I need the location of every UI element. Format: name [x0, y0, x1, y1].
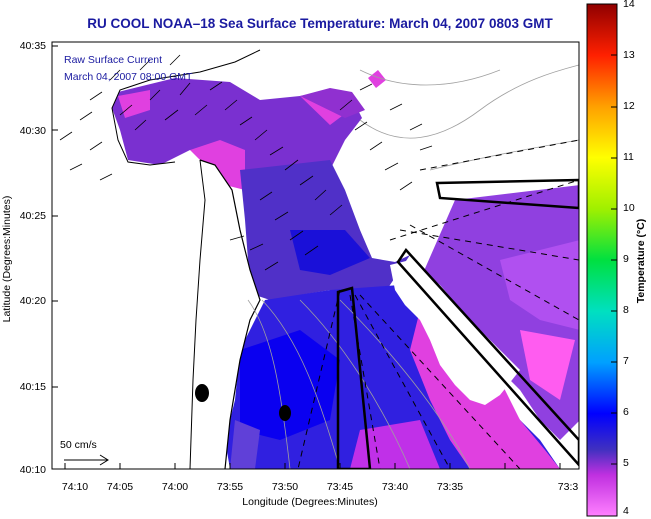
x-axis-label: Longitude (Degrees:Minutes) — [242, 496, 378, 508]
ytick-label: 40:15 — [19, 381, 46, 393]
sst-south-mixed — [350, 420, 440, 469]
xtick-label: 73:55 — [216, 481, 244, 493]
xtick-label: 74:00 — [161, 481, 189, 493]
sst-field — [52, 42, 579, 469]
study-boxes — [336, 178, 579, 469]
xtick-label: 73:40 — [381, 481, 409, 493]
sst-channel-cool — [290, 230, 370, 275]
inset-timestamp: March 04, 2007 08:00 GMT — [64, 71, 193, 83]
bay-shore — [111, 49, 261, 166]
sst-offshore-east-warm — [500, 240, 579, 330]
xtick-label: 73:50 — [271, 481, 299, 493]
inset-title: Raw Surface Current — [64, 54, 163, 66]
xtick-label: 73:35 — [436, 481, 464, 493]
sst-south-edge — [230, 420, 260, 469]
sst-patch-speck — [368, 70, 386, 88]
sst-offshore-east-hot — [520, 330, 575, 400]
current-vectors — [59, 54, 433, 271]
colorbar-tick-label: 10 — [623, 202, 635, 214]
ytick-label: 40:25 — [19, 210, 46, 222]
colorbar-tick-label: 5 — [623, 457, 629, 469]
sst-patch-ne — [300, 88, 365, 118]
y-axis-label: Latitude (Degrees:Minutes) — [1, 195, 13, 323]
colorbar-tick-label: 13 — [623, 49, 635, 61]
bathymetry-contours — [247, 64, 579, 469]
xtick-label: 74:05 — [106, 481, 134, 493]
colorbar-tick-label: 6 — [623, 406, 629, 418]
map-title: RU COOL NOAA–18 Sea Surface Temperature:… — [87, 16, 553, 31]
coastline — [199, 159, 261, 469]
colorbar-label: Temperature (°C) — [635, 218, 647, 304]
colorbar-tick-label: 7 — [623, 355, 629, 367]
barrier-island — [189, 159, 206, 469]
colorbar-tick-label: 4 — [623, 505, 629, 517]
sst-patch-north — [112, 78, 362, 190]
sst-south-cool — [240, 330, 340, 440]
buoy-marker-a — [195, 384, 209, 402]
colorbar-tick-label: 9 — [623, 253, 629, 265]
ytick-label: 40:35 — [19, 40, 46, 52]
colorbar-ticks — [611, 54, 617, 465]
ytick-label: 40:30 — [19, 125, 46, 137]
colorbar-tick-label: 11 — [623, 151, 634, 163]
colorbar — [586, 3, 618, 517]
plot-frame — [51, 41, 580, 470]
no-data-region — [390, 260, 520, 405]
ytick-label: 40:10 — [19, 464, 46, 476]
colorbar-tick-label: 14 — [623, 0, 635, 10]
ytick-label: 40:20 — [19, 295, 46, 307]
land-nj — [52, 42, 260, 469]
colorbar-tick-label: 12 — [623, 100, 635, 112]
scale-label: 50 cm/s — [60, 439, 97, 451]
colorbar-tick-label: 8 — [623, 304, 629, 316]
axis-ticks — [52, 45, 561, 469]
scale-arrow — [64, 454, 109, 466]
xtick-label: 74:10 — [61, 481, 89, 493]
radar-sectors — [297, 139, 579, 469]
xtick-label: 73:3 — [557, 481, 579, 493]
buoy-marker-b — [279, 405, 291, 421]
xtick-label: 73:45 — [326, 481, 354, 493]
